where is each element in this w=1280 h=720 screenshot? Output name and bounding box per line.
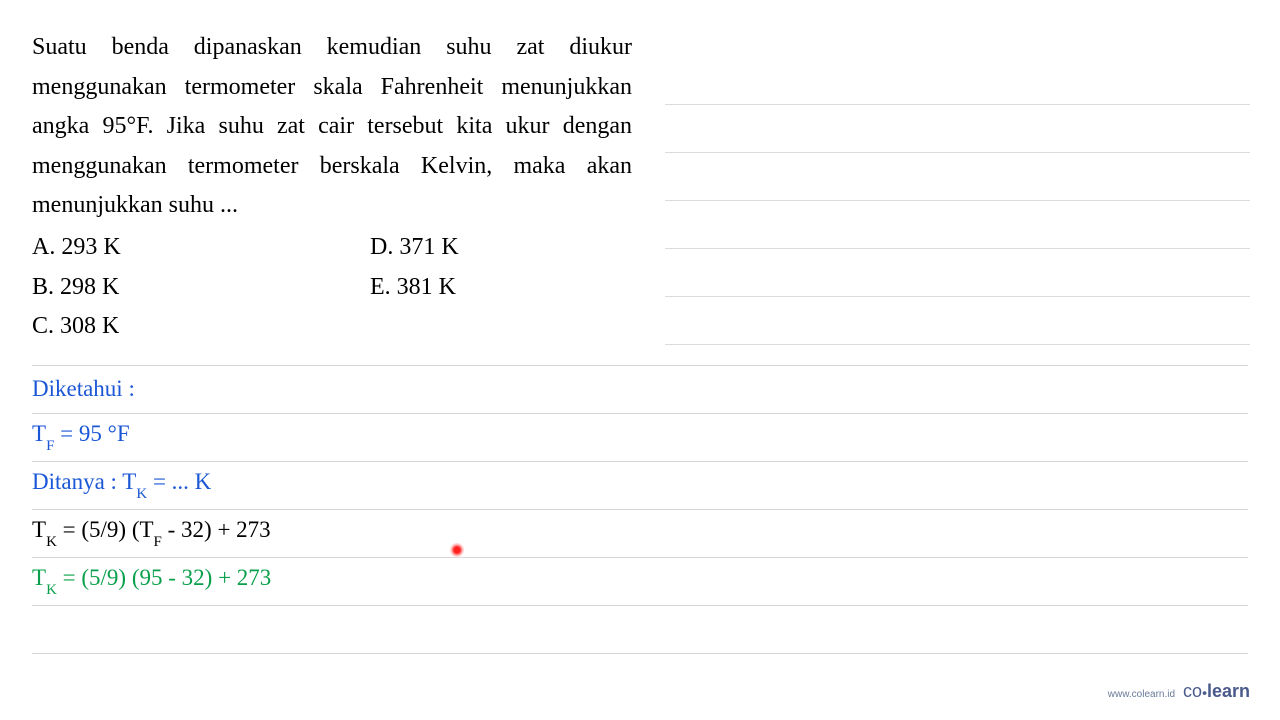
option-d: D. 371 K <box>370 228 459 268</box>
question-text: Suatu benda dipanaskan kemudian suhu zat… <box>32 28 632 226</box>
diketahui-text: Diketahui : <box>32 376 135 402</box>
footer-branding: www.colearn.id co•learn <box>1108 681 1250 702</box>
tf-value-line: TF = 95 °F <box>32 413 1248 461</box>
laser-pointer-icon <box>450 543 464 557</box>
ditanya-line: Ditanya : TK = ... K <box>32 461 1248 509</box>
right-ruled-lines <box>665 54 1250 345</box>
option-a: A. 293 K <box>32 228 370 268</box>
formula-text: TK = (5/9) (TF - 32) + 273 <box>32 517 271 548</box>
handwritten-section: Diketahui : TF = 95 °F Ditanya : TK = ..… <box>32 365 1248 701</box>
option-c: C. 308 K <box>32 307 370 347</box>
question-block: Suatu benda dipanaskan kemudian suhu zat… <box>32 28 632 347</box>
substitution-line: TK = (5/9) (95 - 32) + 273 <box>32 557 1248 605</box>
options-left-column: A. 293 K B. 298 K C. 308 K <box>32 228 370 347</box>
substitution-text: TK = (5/9) (95 - 32) + 273 <box>32 565 271 596</box>
diketahui-label: Diketahui : <box>32 365 1248 413</box>
handwritten-content: Diketahui : TF = 95 °F Ditanya : TK = ..… <box>32 365 1248 605</box>
formula-line: TK = (5/9) (TF - 32) + 273 <box>32 509 1248 557</box>
option-b: B. 298 K <box>32 268 370 308</box>
options-container: A. 293 K B. 298 K C. 308 K D. 371 K E. 3… <box>32 228 632 347</box>
footer-url: www.colearn.id <box>1108 689 1175 700</box>
footer-logo: co•learn <box>1183 681 1250 702</box>
ditanya-text: Ditanya : TK = ... K <box>32 469 211 500</box>
logo-co: co <box>1183 681 1202 701</box>
tf-label: TF = 95 °F <box>32 421 130 452</box>
options-right-column: D. 371 K E. 381 K <box>370 228 459 347</box>
option-e: E. 381 K <box>370 268 459 308</box>
logo-learn: learn <box>1207 681 1250 701</box>
